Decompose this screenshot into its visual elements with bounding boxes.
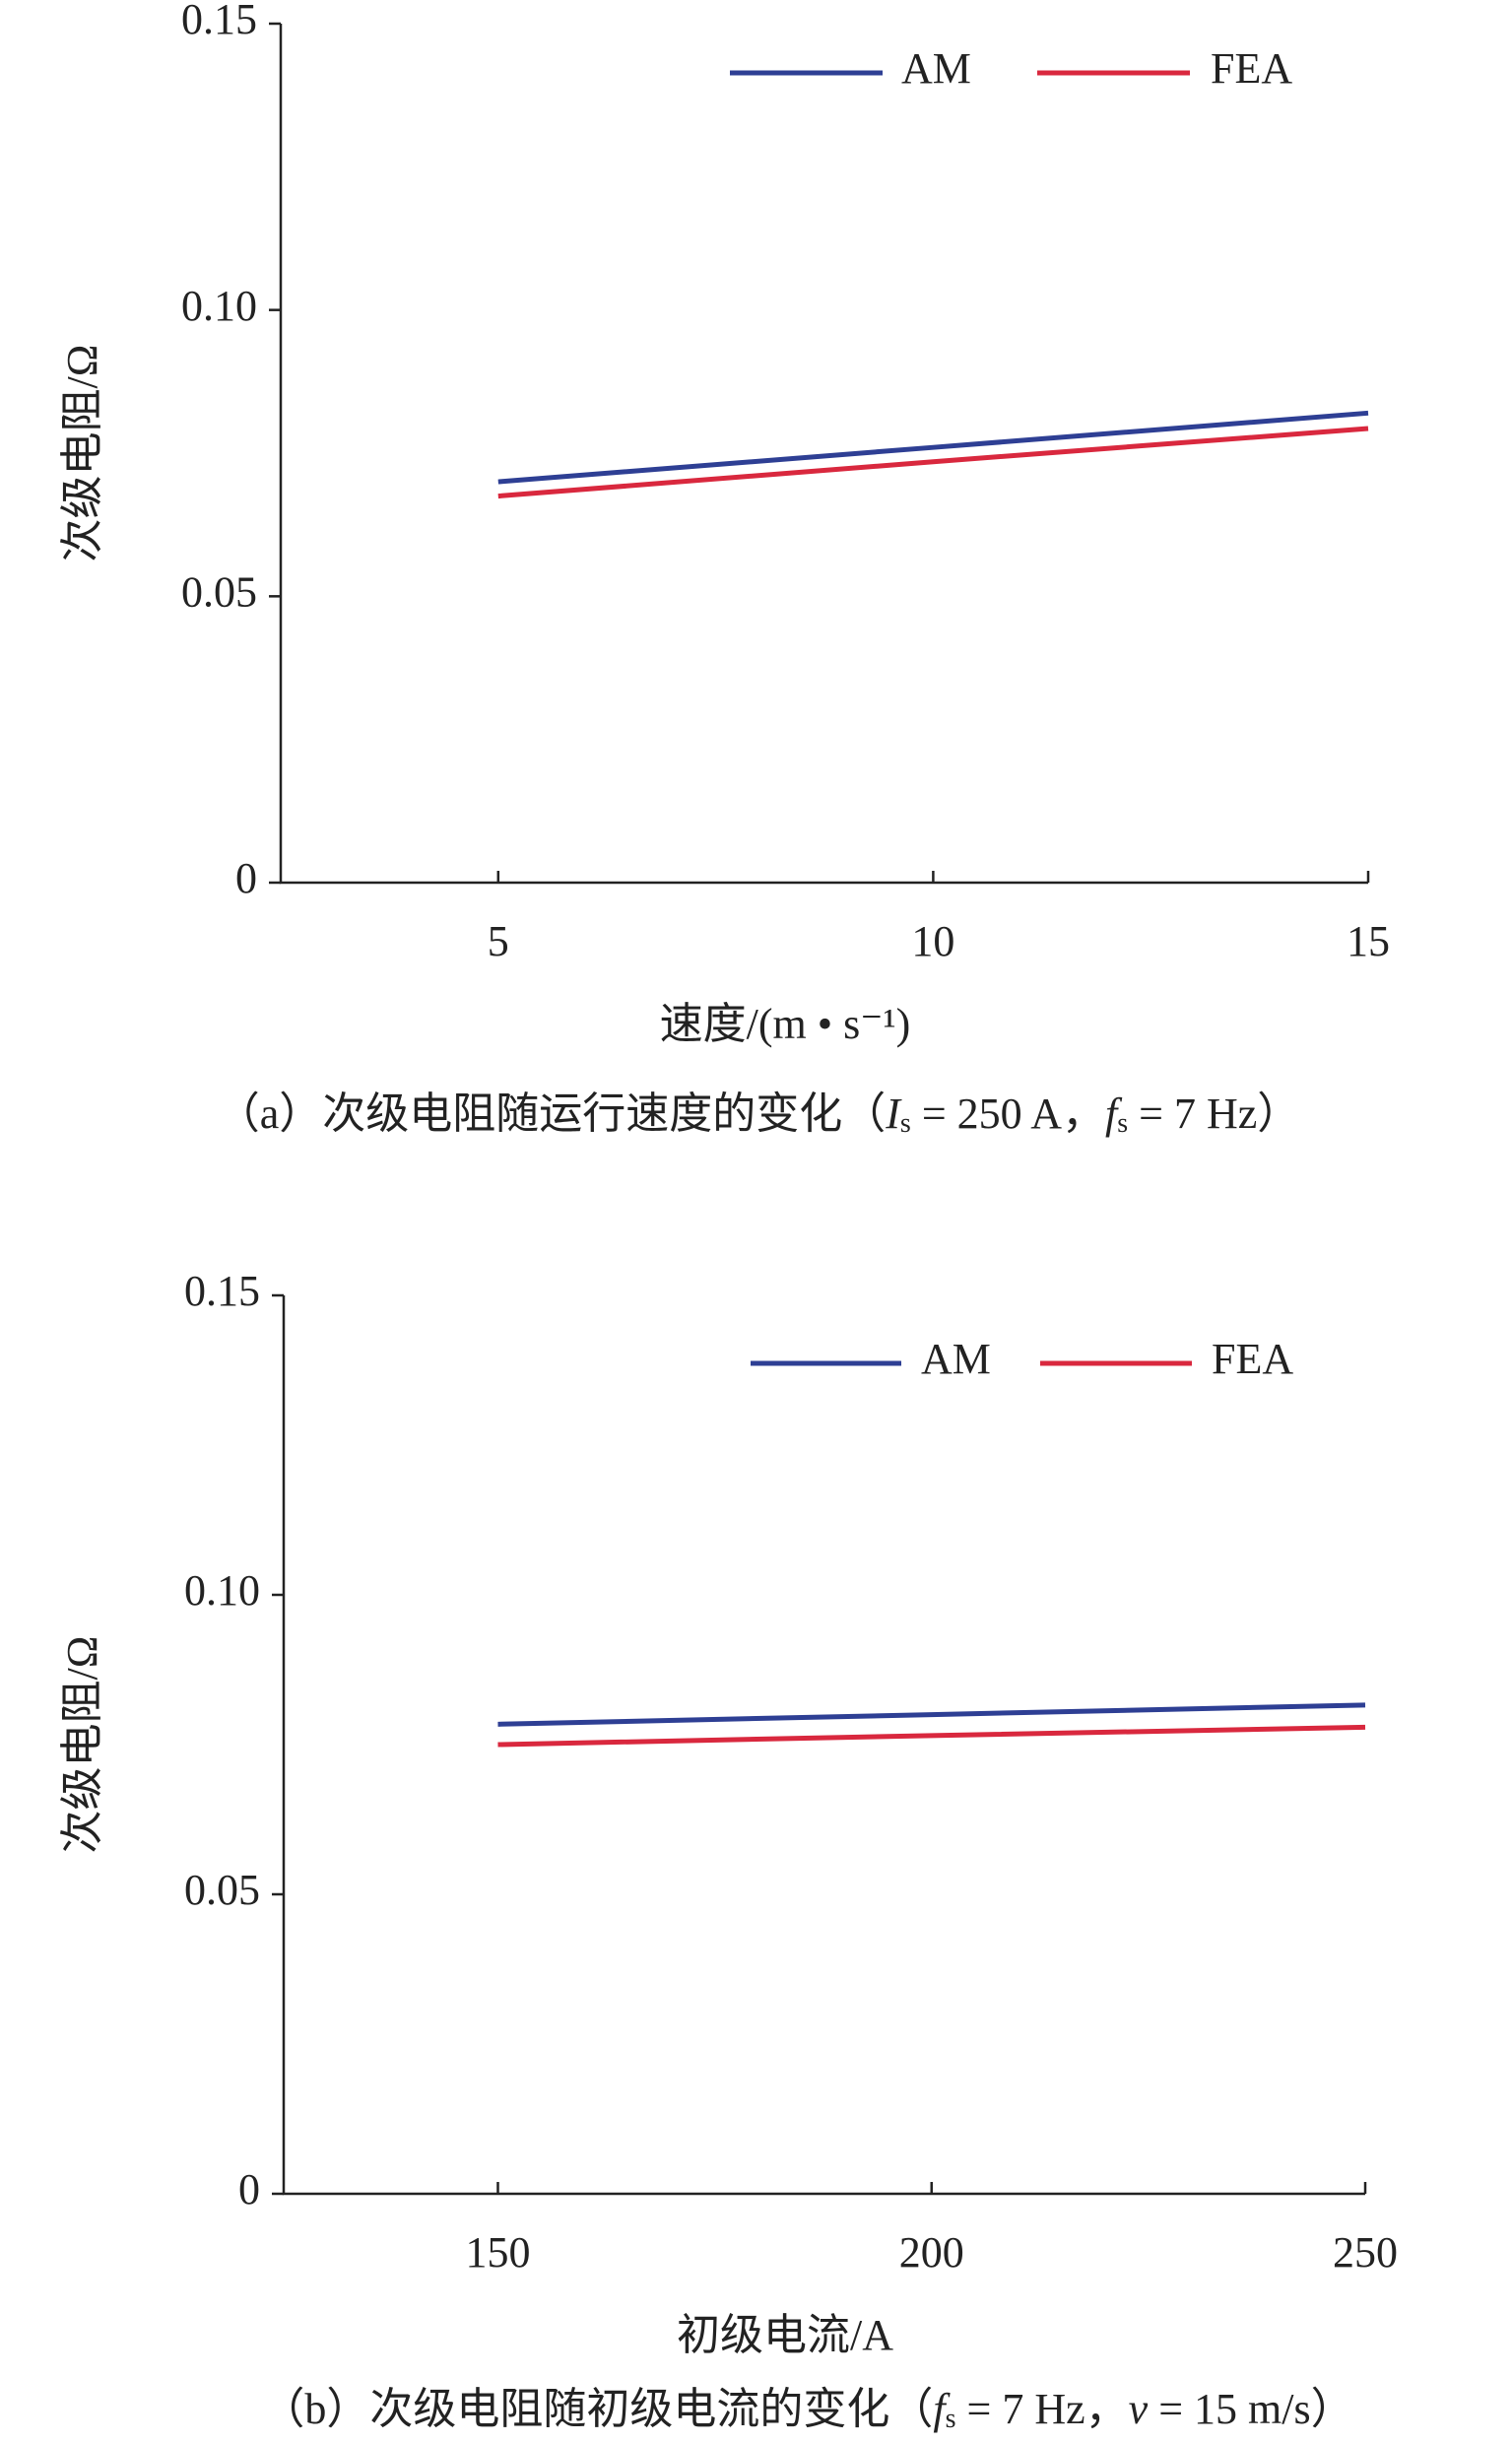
caption-part: s [900,1108,911,1139]
data-line [497,1702,1366,1727]
caption-part: s [946,2404,956,2434]
caption: （b）次级电阻随初级电流的变化（fs = 7 Hz，v = 15 m/s） [261,2385,1353,2434]
legend-label: FEA [1212,1335,1293,1383]
x-axis-label: 速度/(m • s⁻¹) [660,1000,911,1048]
x-tick-label: 250 [1333,2228,1398,2277]
y-tick-label: 0 [235,854,257,902]
y-tick-label: 0.05 [184,1866,260,1914]
y-tick-label: 0.15 [184,1267,260,1315]
x-tick-label: 5 [488,917,509,965]
axes [279,24,1368,885]
caption-part: = 15 m/s） [1148,2385,1353,2433]
data-line [497,426,1369,499]
caption-part: （a）次级电阻随运行速度的变化（ [217,1089,887,1138]
x-tick-label: 200 [899,2228,964,2277]
data-line [497,410,1369,485]
y-tick-label: 0.10 [181,282,257,330]
legend-label: AM [901,44,971,93]
caption-part: s [1117,1108,1128,1139]
y-tick-label: 0.15 [181,0,257,43]
data-line [497,1724,1366,1748]
caption-part: （b）次级电阻随初级电流的变化（ [261,2385,933,2433]
caption-part: I [885,1089,902,1138]
y-tick-label: 0.10 [184,1566,260,1615]
caption-part: = 250 A， [911,1089,1105,1138]
axes [282,1295,1365,2196]
caption: （a）次级电阻随运行速度的变化（Is = 250 A，fs = 7 Hz） [217,1089,1301,1139]
y-tick-label: 0.05 [181,567,257,616]
caption-part: = 7 Hz， [956,2385,1129,2433]
x-tick-label: 150 [465,2228,530,2277]
caption-part: = 7 Hz） [1128,1089,1300,1138]
legend-label: AM [921,1335,991,1383]
x-tick-label: 10 [911,917,954,965]
x-axis-label: 初级电流/A [677,2311,893,2359]
caption-part: v [1129,2385,1149,2433]
y-axis-label: 次级电阻/Ω [58,1636,106,1854]
y-axis-label: 次级电阻/Ω [58,345,106,562]
y-tick-label: 0 [238,2165,260,2213]
x-tick-label: 15 [1347,917,1390,965]
legend-label: FEA [1211,44,1292,93]
